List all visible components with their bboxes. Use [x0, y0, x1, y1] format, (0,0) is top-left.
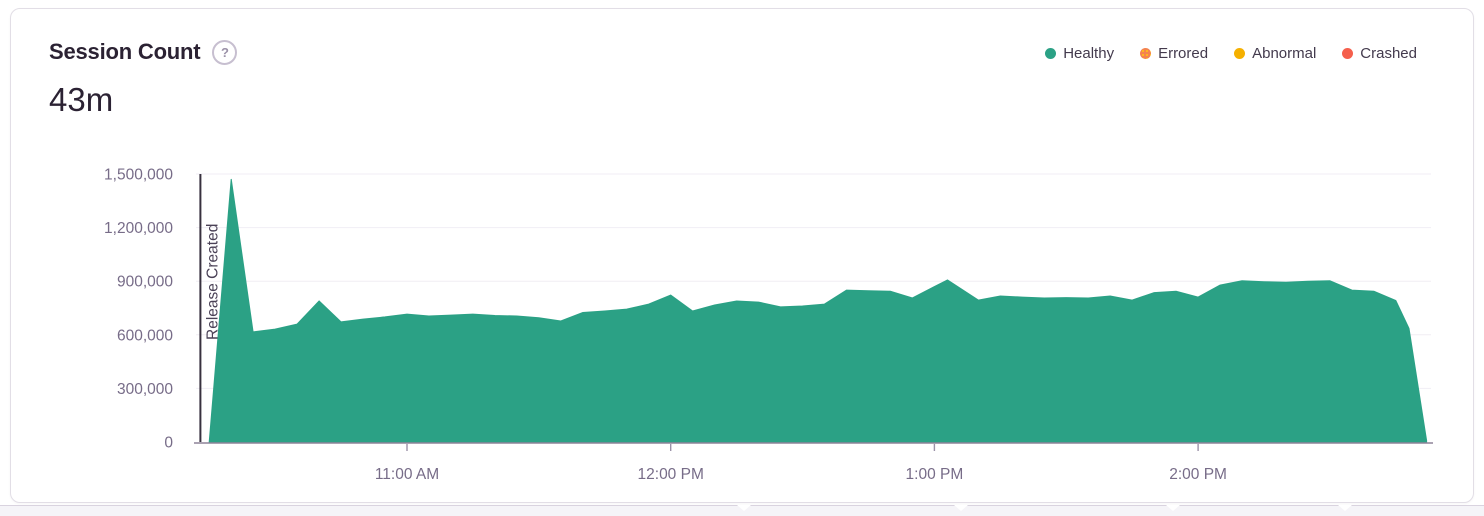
session-count-chart[interactable]: 0 300,000 600,000 900,000 1,200,000 1,500,000…: [11, 9, 1484, 516]
y-axis-label: 1,500,000: [104, 167, 173, 184]
x-axis-label: 11:00 AM: [375, 466, 439, 483]
page-title: Session Count: [49, 39, 201, 64]
legend-label: Errored: [1158, 45, 1209, 62]
session-count-total: 43m: [49, 81, 114, 118]
legend-label: Crashed: [1360, 45, 1417, 62]
healthy-series-dot-icon: [1045, 48, 1057, 59]
next-panel-top-edge: [0, 505, 1484, 516]
strip-notch-icon: [1166, 505, 1180, 511]
legend-label: Healthy: [1063, 45, 1115, 62]
y-axis-label: 300,000: [117, 381, 173, 398]
legend-item-abnormal[interactable]: Abnormal: [1234, 45, 1316, 62]
y-axis-label: 0: [164, 435, 173, 452]
strip-notch-icon: [737, 505, 751, 511]
chart-legend: Healthy Errored Abnormal Crashed: [1045, 45, 1417, 62]
y-axis-label: 900,000: [117, 274, 173, 291]
legend-item-crashed[interactable]: Crashed: [1342, 45, 1417, 62]
healthy-area-series[interactable]: [208, 178, 1428, 443]
panel-header: Session Count ? 43m Healthy Errored Abnorm…: [49, 39, 1435, 119]
x-axis-label: 1:00 PM: [906, 466, 964, 483]
strip-notch-icon: [1338, 505, 1352, 511]
y-axis-label: 1,200,000: [104, 220, 173, 237]
legend-item-errored[interactable]: Errored: [1140, 45, 1208, 62]
x-axis-label: 2:00 PM: [1169, 466, 1227, 483]
strip-notch-icon: [954, 505, 968, 511]
session-count-panel: Session Count ? 43m Healthy Errored Abnorm…: [10, 8, 1474, 503]
errored-series-dot-icon: [1140, 48, 1152, 59]
release-created-label: Release Created: [204, 224, 221, 340]
x-axis-label: 12:00 PM: [638, 466, 704, 483]
help-icon[interactable]: ?: [212, 39, 238, 65]
legend-label: Abnormal: [1252, 45, 1317, 62]
title-block: Session Count ? 43m: [49, 39, 238, 119]
crashed-series-dot-icon: [1342, 48, 1354, 59]
abnormal-series-dot-icon: [1234, 48, 1246, 59]
y-axis-label: 600,000: [117, 327, 173, 344]
legend-item-healthy[interactable]: Healthy: [1045, 45, 1114, 62]
